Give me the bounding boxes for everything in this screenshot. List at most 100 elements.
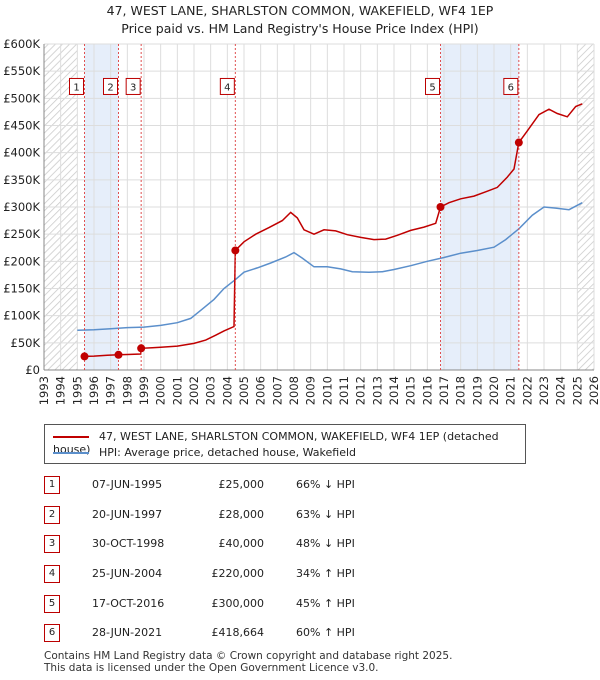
sale-number: 3 <box>44 535 60 553</box>
sale-date: 20-JUN-1997 <box>92 508 163 521</box>
sale-marker-box <box>219 77 235 95</box>
sale-row: 1 07-JUN-1995 £25,000 66% ↓ HPI <box>0 476 600 500</box>
y-tick-label: £600K <box>3 37 40 51</box>
legend-item-hpi: HPI: Average price, detached house, Wake… <box>53 446 356 459</box>
sale-price: £220,000 <box>211 567 265 580</box>
y-tick-label: £100K <box>3 309 40 323</box>
x-tick-label: 2001 <box>170 376 184 405</box>
sale-marker-box <box>103 77 118 95</box>
sale-marker-label: 1 <box>73 82 79 93</box>
sale-price: £40,000 <box>218 537 265 550</box>
sale-number: 6 <box>44 624 60 642</box>
sale-hpi-diff: 45% ↑ HPI <box>296 597 355 610</box>
sale-hpi-diff: 34% ↑ HPI <box>296 567 355 580</box>
legend-label-hpi: HPI: Average price, detached house, Wake… <box>99 446 357 459</box>
sale-point <box>231 246 240 255</box>
x-tick-label: 2014 <box>387 376 401 405</box>
sale-price: £28,000 <box>218 508 265 521</box>
hpi-line <box>77 202 583 332</box>
x-tick-label: 1994 <box>54 376 68 405</box>
legend-swatch-hpi <box>53 452 89 454</box>
sale-price: £300,000 <box>211 597 265 610</box>
sale-marker-box <box>69 77 84 95</box>
x-tick-label: 2003 <box>204 376 218 405</box>
y-tick-label: £350K <box>3 173 40 187</box>
x-tick-label: 1999 <box>137 376 151 405</box>
sale-number: 4 <box>44 565 60 583</box>
sale-marker-box <box>425 77 440 95</box>
x-tick-label: 2023 <box>537 376 551 405</box>
y-tick-label: £550K <box>3 64 40 78</box>
sale-date: 17-OCT-2016 <box>92 597 165 610</box>
footer-licence: This data is licensed under the Open Gov… <box>44 662 379 674</box>
x-tick-label: 2013 <box>370 376 384 405</box>
sale-point <box>80 352 89 361</box>
sale-number: 2 <box>44 506 60 524</box>
sale-marker-label: 5 <box>429 82 435 93</box>
sale-hpi-diff: 60% ↑ HPI <box>296 626 355 639</box>
x-tick-label: 2012 <box>354 376 368 405</box>
x-tick-label: 2015 <box>404 376 418 405</box>
sale-point <box>114 350 123 359</box>
x-tick-label: 2024 <box>554 376 568 405</box>
y-tick-label: £450K <box>3 119 40 133</box>
sale-point <box>514 138 523 147</box>
x-tick-label: 2006 <box>254 376 268 405</box>
sale-price: £25,000 <box>218 478 265 491</box>
sale-hpi-diff: 63% ↓ HPI <box>296 508 355 521</box>
sale-marker-box <box>503 77 519 95</box>
sale-marker-label: 6 <box>508 82 514 93</box>
y-tick-label: £150K <box>3 282 40 296</box>
y-tick-label: £400K <box>3 146 40 160</box>
sale-row: 6 28-JUN-2021 £418,664 60% ↑ HPI <box>0 624 600 648</box>
sale-number: 1 <box>44 476 60 494</box>
sale-marker-box <box>125 77 141 95</box>
x-tick-label: 1998 <box>120 376 134 405</box>
legend: 47, WEST LANE, SHARLSTON COMMON, WAKEFIE… <box>44 424 526 464</box>
sale-row: 5 17-OCT-2016 £300,000 45% ↑ HPI <box>0 595 600 619</box>
sale-date: 07-JUN-1995 <box>92 478 163 491</box>
sale-row: 3 30-OCT-1998 £40,000 48% ↓ HPI <box>0 535 600 559</box>
sale-marker-label: 2 <box>107 82 113 93</box>
sale-date: 30-OCT-1998 <box>92 537 165 550</box>
x-tick-label: 2007 <box>270 376 284 405</box>
sale-hpi-diff: 66% ↓ HPI <box>296 478 355 491</box>
x-tick-label: 2000 <box>154 376 168 405</box>
x-tick-label: 2002 <box>187 376 201 405</box>
sale-marker-label: 3 <box>130 82 136 93</box>
y-tick-label: £200K <box>3 254 40 268</box>
sale-point <box>137 344 146 353</box>
x-tick-label: 2017 <box>437 376 451 405</box>
x-tick-label: 1997 <box>104 376 118 405</box>
y-tick-label: £0 <box>25 363 40 377</box>
x-tick-label: 2018 <box>454 376 468 405</box>
y-tick-label: £500K <box>3 91 40 105</box>
x-tick-label: 2020 <box>487 376 501 405</box>
x-tick-label: 1993 <box>37 376 51 405</box>
x-tick-label: 1996 <box>87 376 101 405</box>
x-tick-label: 1995 <box>70 376 84 405</box>
y-tick-label: £250K <box>3 227 40 241</box>
sale-point <box>436 203 445 211</box>
sale-row: 4 25-JUN-2004 £220,000 34% ↑ HPI <box>0 565 600 589</box>
x-tick-label: 2019 <box>470 376 484 405</box>
x-tick-label: 2016 <box>420 376 434 405</box>
price-chart: £0 £50K £100K £150K £200K £250K £300K £350K £400… <box>3 37 600 405</box>
sale-hpi-diff: 48% ↓ HPI <box>296 537 355 550</box>
sale-date: 25-JUN-2004 <box>92 567 163 580</box>
sale-price: £418,664 <box>211 626 265 639</box>
legend-swatch-property <box>53 436 89 438</box>
x-tick-label: 2010 <box>320 376 334 405</box>
x-tick-label: 2005 <box>237 376 251 405</box>
sale-marker-label: 4 <box>224 82 230 93</box>
property-price-line <box>84 103 583 358</box>
x-tick-label: 2004 <box>220 376 234 405</box>
sale-row: 2 20-JUN-1997 £28,000 63% ↓ HPI <box>0 506 600 530</box>
x-tick-label: 2009 <box>304 376 318 405</box>
sale-number: 5 <box>44 595 60 613</box>
y-tick-label: £50K <box>11 336 41 350</box>
footer: Contains HM Land Registry data © Crown c… <box>44 650 452 674</box>
x-tick-label: 2026 <box>587 376 600 405</box>
x-tick-label: 2025 <box>570 376 584 405</box>
x-tick-label: 2021 <box>504 376 518 405</box>
